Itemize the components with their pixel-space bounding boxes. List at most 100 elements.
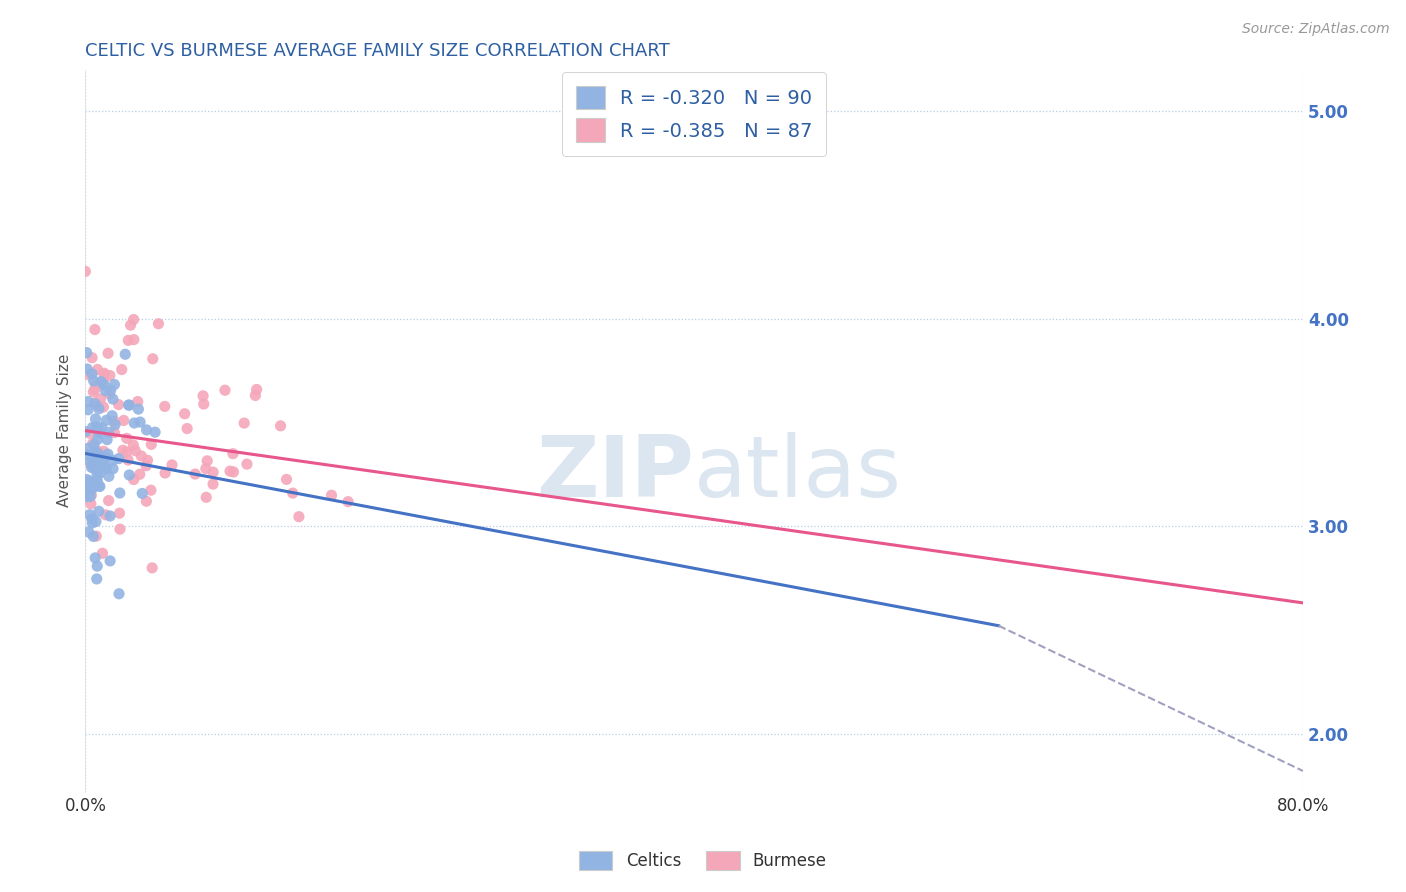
Legend: Celtics, Burmese: Celtics, Burmese bbox=[572, 844, 834, 877]
Point bbox=[104, 417, 127, 432]
Point bbox=[124, 443, 146, 458]
Point bbox=[118, 398, 141, 412]
Point bbox=[270, 418, 292, 433]
Point bbox=[233, 416, 256, 430]
Point bbox=[114, 347, 136, 361]
Point bbox=[77, 475, 100, 489]
Point bbox=[135, 458, 157, 473]
Point bbox=[82, 529, 104, 543]
Point bbox=[98, 554, 121, 568]
Point bbox=[80, 351, 103, 365]
Point bbox=[98, 387, 121, 401]
Point bbox=[82, 482, 104, 496]
Point bbox=[86, 432, 108, 446]
Point bbox=[77, 368, 100, 382]
Point bbox=[98, 508, 121, 523]
Point bbox=[80, 458, 103, 472]
Point bbox=[94, 461, 117, 475]
Point bbox=[84, 450, 107, 464]
Point bbox=[76, 345, 98, 359]
Point bbox=[117, 453, 139, 467]
Point bbox=[131, 486, 153, 500]
Point bbox=[94, 459, 117, 474]
Point bbox=[101, 409, 124, 423]
Point bbox=[77, 402, 100, 417]
Point bbox=[79, 508, 101, 522]
Point bbox=[77, 394, 100, 409]
Point bbox=[75, 447, 97, 461]
Point bbox=[127, 394, 149, 409]
Point bbox=[97, 493, 120, 508]
Point bbox=[103, 414, 125, 428]
Point bbox=[108, 587, 131, 601]
Point bbox=[108, 506, 131, 520]
Point bbox=[160, 458, 183, 472]
Point bbox=[87, 425, 110, 440]
Point bbox=[96, 433, 118, 447]
Point bbox=[80, 482, 103, 496]
Point bbox=[80, 497, 103, 511]
Point bbox=[139, 483, 162, 498]
Point bbox=[153, 400, 176, 414]
Point bbox=[127, 402, 149, 417]
Text: ZIP: ZIP bbox=[537, 433, 695, 516]
Point bbox=[84, 420, 107, 434]
Point bbox=[122, 438, 145, 452]
Point bbox=[245, 388, 267, 402]
Point bbox=[84, 378, 107, 392]
Point bbox=[98, 368, 121, 383]
Point bbox=[117, 334, 139, 348]
Point bbox=[86, 362, 108, 376]
Point bbox=[82, 384, 104, 399]
Point bbox=[143, 425, 166, 440]
Point bbox=[77, 442, 100, 456]
Point bbox=[135, 423, 157, 437]
Point bbox=[83, 447, 105, 461]
Point bbox=[281, 486, 304, 500]
Point bbox=[83, 456, 105, 470]
Point bbox=[122, 312, 145, 326]
Point bbox=[108, 486, 131, 500]
Point bbox=[89, 467, 111, 481]
Point bbox=[82, 420, 104, 434]
Point bbox=[79, 455, 101, 469]
Point bbox=[86, 474, 108, 488]
Point bbox=[90, 375, 112, 389]
Point bbox=[87, 399, 110, 413]
Point bbox=[83, 322, 105, 336]
Point bbox=[115, 445, 138, 459]
Point bbox=[129, 415, 152, 429]
Text: CELTIC VS BURMESE AVERAGE FAMILY SIZE CORRELATION CHART: CELTIC VS BURMESE AVERAGE FAMILY SIZE CO… bbox=[86, 42, 671, 60]
Point bbox=[82, 367, 104, 381]
Point bbox=[94, 384, 117, 398]
Y-axis label: Average Family Size: Average Family Size bbox=[58, 354, 72, 508]
Point bbox=[122, 473, 145, 487]
Point bbox=[107, 398, 129, 412]
Point bbox=[90, 420, 112, 434]
Point bbox=[129, 449, 152, 463]
Point bbox=[83, 438, 105, 452]
Point bbox=[84, 412, 107, 426]
Point bbox=[103, 425, 125, 440]
Point bbox=[100, 383, 122, 397]
Point bbox=[86, 468, 108, 483]
Point bbox=[91, 546, 114, 560]
Point bbox=[94, 450, 117, 464]
Point bbox=[115, 431, 138, 445]
Point bbox=[135, 494, 157, 508]
Point bbox=[84, 445, 107, 459]
Point bbox=[84, 529, 107, 543]
Point bbox=[202, 477, 225, 491]
Point bbox=[136, 453, 159, 467]
Point bbox=[142, 351, 165, 366]
Point bbox=[82, 436, 104, 450]
Point bbox=[87, 444, 110, 458]
Point bbox=[321, 488, 343, 502]
Point bbox=[80, 460, 103, 475]
Point bbox=[75, 490, 97, 504]
Point bbox=[107, 451, 129, 466]
Point bbox=[97, 346, 120, 360]
Point bbox=[79, 490, 101, 504]
Point bbox=[141, 437, 163, 451]
Point bbox=[87, 479, 110, 493]
